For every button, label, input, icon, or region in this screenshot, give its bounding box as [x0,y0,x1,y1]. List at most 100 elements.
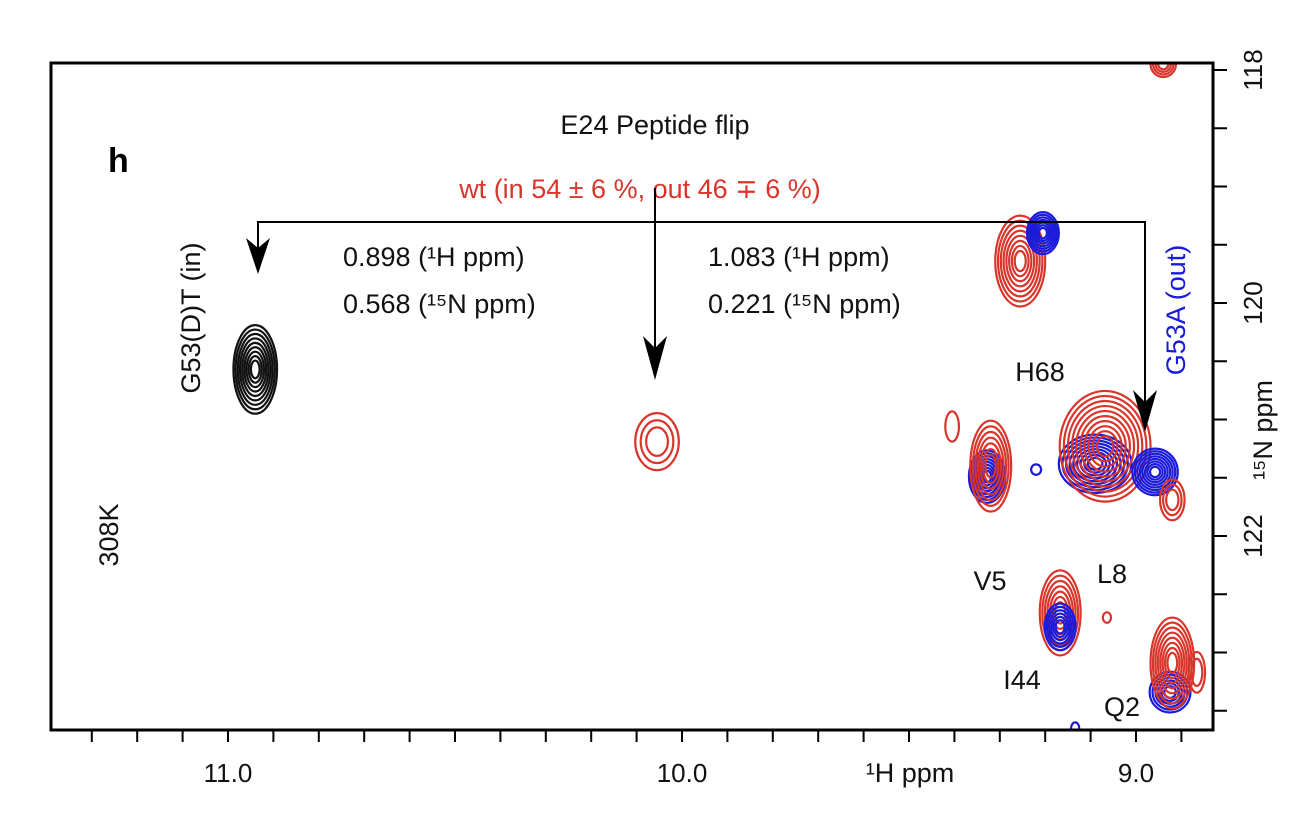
contour-level [1035,224,1050,243]
contour-level [984,453,997,479]
contour-level [1148,465,1162,479]
peak-wt [1158,478,1186,522]
arrow-bracket-line [257,221,1146,420]
contour-level [1166,651,1179,675]
in-shift-n: 0.568 (¹⁵N ppm) [343,289,536,319]
contour-level [234,328,276,411]
peak-g53a [1069,721,1081,729]
contour-level [1029,216,1056,250]
x-tick-label: 9.0 [1118,758,1154,788]
contour-level [249,359,261,380]
contour-level [1008,239,1033,283]
peak-wt [944,410,961,443]
contour-level [1052,615,1068,638]
in-shift-h: 0.898 (¹H ppm) [343,242,525,272]
contour-level [1151,621,1193,705]
contour-level [1051,595,1069,630]
peak-wt [1187,650,1207,694]
residue-label-q2: Q2 [1104,692,1140,722]
residue-label-v5: V5 [973,566,1006,596]
residue-label-l8: L8 [1097,559,1127,589]
peak-wt [994,214,1047,308]
contour-level [1071,404,1140,488]
contour-level [1079,415,1131,478]
contour-level [1141,457,1169,486]
contour-level [1151,673,1189,711]
contour-level [1136,452,1174,492]
x-axis: 11.0 10.0 9.0 [90,730,1183,788]
contour-level [247,355,263,384]
plot-frame [49,61,1215,732]
out-state-label: G53A (out) [1161,245,1191,376]
peak-wt [969,419,1013,513]
contour-level [1158,478,1186,522]
contour-level [981,447,1000,485]
contour-level [238,337,272,402]
wt-population-label: wt (in 54 ± 6 %, out 46 ∓ 6 %) [458,174,821,204]
contour-level [1187,650,1207,694]
contour-level [1062,394,1148,498]
y-axis: 118 120 122 [1213,49,1268,712]
contour-level [1075,409,1136,483]
residue-label-i44: I44 [1003,665,1041,695]
peak-g53-d-t [232,324,279,415]
shift-arrows [257,188,1146,420]
out-shift-n: 0.221 (¹⁵N ppm) [708,289,901,319]
contour-level [1005,234,1036,288]
contour-level [1066,399,1144,493]
contour-level [1131,447,1179,497]
contour-level [236,332,274,406]
contour-level [1054,619,1066,635]
in-state-label: G53(D)T (in) [176,242,206,393]
contour-level [1138,455,1172,489]
contour-level [1069,721,1081,729]
contour-level [1159,636,1186,690]
out-shift-h: 1.083 (¹H ppm) [708,242,890,272]
contour-level [971,425,1010,507]
contour-level [1013,249,1027,273]
contour-level [1043,579,1077,646]
contour-level [1156,631,1188,695]
contour-level [639,419,675,465]
contour-level [634,411,680,472]
temperature-label: 308K [94,503,124,566]
peak-wt [1058,389,1152,503]
contour-level [232,324,279,415]
contour-level [974,430,1008,502]
arrow-head-out [1133,390,1157,432]
contour-level [1161,641,1184,685]
contour-level [1072,445,1119,483]
peak-wt [1101,611,1113,624]
contour-level [1146,463,1164,481]
contour-level [1101,611,1113,624]
contour-level [1010,244,1030,278]
contour-level [1087,425,1123,468]
contour-level [944,410,961,443]
contour-level [1030,463,1043,476]
contour-level [1190,657,1204,687]
peak-g53a [1025,211,1060,256]
panel-label: h [108,142,129,180]
y-tick-label: 120 [1238,281,1268,324]
contour-level [645,426,670,458]
contour-level [996,219,1044,303]
x-tick-label: 10.0 [657,758,708,788]
contour-level [1050,612,1071,642]
peak-g53a [1030,463,1043,476]
x-tick-label: 11.0 [204,758,253,788]
contour-level [1083,420,1127,473]
contour-level [1091,430,1119,463]
contour-level [1025,211,1060,256]
peak-g53a [1043,602,1077,652]
contour-level [1048,609,1073,645]
contour-level [1038,569,1082,657]
contour-level [241,341,270,398]
peak-g53a [1131,447,1179,497]
x-axis-label: ¹H ppm [866,758,955,788]
contour-level [999,224,1041,298]
chart-title: E24 Peptide flip [560,110,749,140]
arrow-head-wt [643,336,667,380]
contour-level [1133,450,1177,494]
contour-level [994,214,1047,308]
